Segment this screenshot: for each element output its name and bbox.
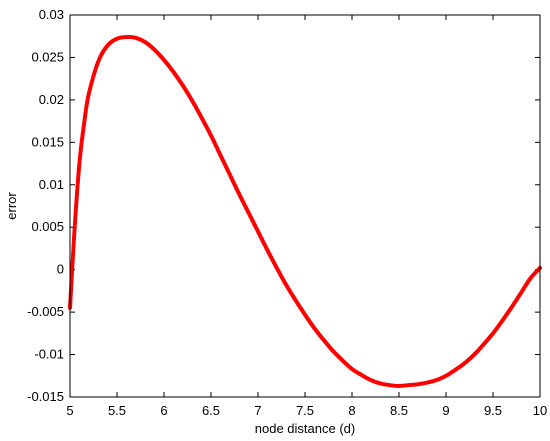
data-point: [359, 372, 364, 377]
data-point: [284, 282, 289, 287]
data-point: [340, 358, 345, 363]
data-point: [199, 115, 204, 120]
data-point: [265, 248, 270, 253]
data-point: [472, 352, 477, 357]
x-tick-labels: 5 5.5 6 6.5 7 7.5 8 8.5 9 9.5 10: [66, 403, 547, 418]
data-point: [237, 192, 242, 197]
x-tick-label: 7: [254, 403, 261, 418]
data-point: [509, 305, 514, 310]
x-tick-label: 8: [348, 403, 355, 418]
x-tick-label: 9: [442, 403, 449, 418]
data-point: [425, 380, 430, 385]
data-point: [331, 349, 336, 354]
data-point: [72, 225, 77, 230]
data-point: [152, 47, 157, 52]
data-point: [246, 210, 251, 215]
data-point: [82, 121, 87, 126]
y-tick-label: -0.005: [27, 304, 64, 319]
data-point: [378, 381, 383, 386]
data-point: [105, 43, 110, 48]
data-point: [227, 172, 232, 177]
data-point: [453, 367, 458, 372]
y-tick-label: -0.015: [27, 389, 64, 404]
y-tick-label: 0.015: [31, 134, 64, 149]
data-point: [491, 331, 495, 336]
y-tick-label: 0.03: [39, 7, 64, 22]
data-point: [218, 153, 223, 158]
data-point: [312, 326, 317, 331]
data-point: [415, 382, 420, 387]
data-point: [303, 312, 307, 317]
x-tick-label: 6: [160, 403, 167, 418]
x-tick-label: 8.5: [390, 403, 408, 418]
data-point: [180, 83, 185, 88]
data-points: [68, 35, 542, 388]
y-tick-label: 0.025: [31, 49, 64, 64]
x-axis-label: node distance (d): [255, 421, 355, 436]
y-tick-label: 0.02: [39, 92, 64, 107]
y-tick-label: 0.005: [31, 219, 64, 234]
x-tick-label: 7.5: [296, 403, 314, 418]
x-tick-label: 9.5: [484, 403, 502, 418]
data-point: [519, 290, 524, 295]
data-point: [368, 378, 373, 383]
x-tick-label: 5.5: [108, 403, 126, 418]
plot-frame: [69, 14, 541, 398]
y-tick-label: -0.01: [34, 347, 64, 362]
x-tick-label: 10: [533, 403, 547, 418]
data-point: [293, 298, 298, 303]
data-point: [256, 229, 260, 234]
data-point: [462, 361, 467, 366]
data-point: [162, 57, 166, 62]
y-tick-label: 0.01: [39, 177, 64, 192]
data-point: [444, 373, 448, 378]
y-tick-label: 0: [57, 262, 64, 277]
data-point: [434, 378, 439, 383]
data-point: [133, 35, 138, 40]
data-point: [350, 366, 354, 371]
data-point: [96, 59, 101, 64]
data-point: [143, 40, 148, 45]
x-tick-label: 5: [66, 403, 73, 418]
data-point: [397, 383, 401, 388]
data-point: [528, 276, 533, 281]
y-tick-labels: -0.015 -0.01 -0.005 0 0.005 0.01 0.015 0.02 0.02…: [27, 7, 64, 404]
data-point: [500, 318, 505, 323]
data-point: [481, 342, 486, 347]
data-point: [321, 338, 326, 343]
data-point: [86, 91, 91, 96]
data-point: [406, 383, 411, 388]
data-point: [124, 35, 129, 40]
data-point: [387, 383, 392, 388]
data-point: [171, 69, 176, 74]
data-point: [274, 265, 279, 270]
y-axis-label: error: [4, 192, 19, 220]
x-tick-label: 6.5: [202, 403, 220, 418]
data-point: [77, 161, 82, 166]
data-point: [115, 36, 119, 41]
data-point: [209, 133, 213, 138]
data-point: [190, 98, 195, 103]
